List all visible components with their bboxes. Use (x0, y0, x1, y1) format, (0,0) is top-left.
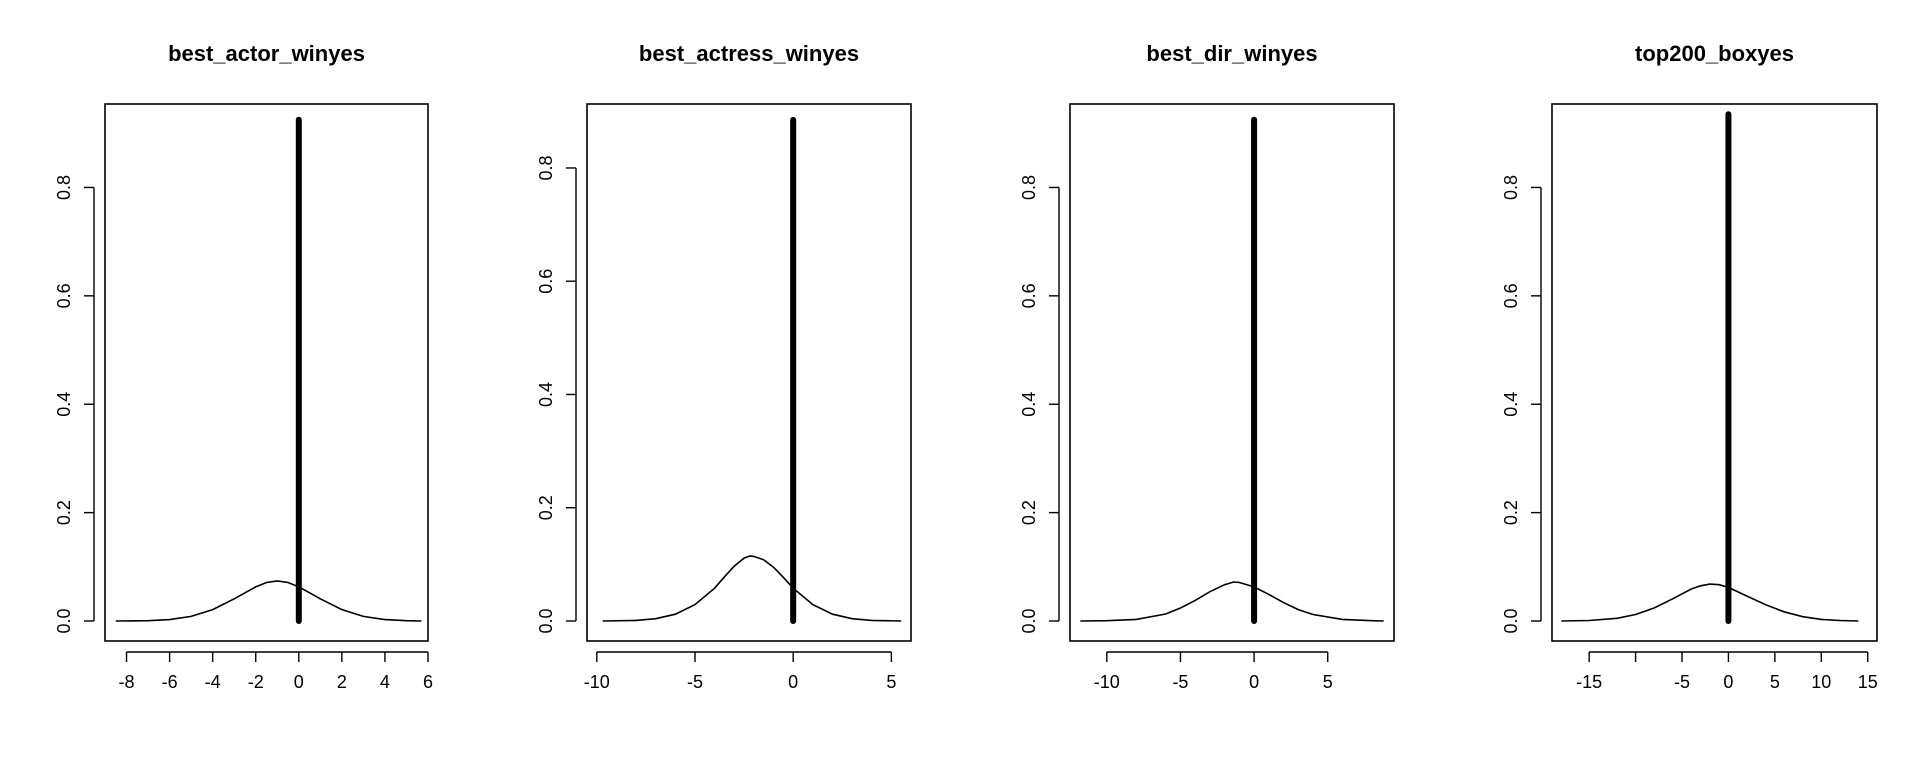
x-tick-label: 10 (1811, 672, 1831, 692)
y-tick-label: 0.4 (1019, 392, 1039, 417)
y-tick-label: 0.8 (1501, 175, 1521, 200)
x-tick-label: -8 (119, 672, 135, 692)
y-tick-label: 0.2 (536, 495, 556, 520)
y-tick-label: 0.4 (54, 392, 74, 417)
panel-title: best_actor_winyes (168, 41, 365, 66)
x-tick-label: 2 (337, 672, 347, 692)
x-tick-label: -5 (1674, 672, 1690, 692)
x-tick-label: -10 (1094, 672, 1120, 692)
y-tick-label: 0.4 (536, 382, 556, 407)
x-tick-label: -5 (687, 672, 703, 692)
plot-frame (1069, 103, 1395, 642)
panel-title: top200_boxyes (1635, 41, 1794, 66)
x-tick-label: 4 (380, 672, 390, 692)
y-tick-label: 0.8 (54, 175, 74, 200)
x-tick-label: -15 (1576, 672, 1602, 692)
y-tick-label: 0.0 (1019, 608, 1039, 633)
x-tick-label: 0 (1723, 672, 1733, 692)
x-tick-label: 5 (1770, 672, 1780, 692)
y-tick-label: 0.6 (54, 283, 74, 308)
y-tick-label: 0.2 (1019, 500, 1039, 525)
plot-frame (1551, 103, 1878, 642)
x-tick-label: 0 (788, 672, 798, 692)
x-tick-label: 15 (1858, 672, 1878, 692)
y-tick-label: 0.8 (1019, 175, 1039, 200)
prior-density-line (1080, 581, 1384, 622)
panel-title: best_actress_winyes (639, 41, 859, 66)
y-tick-label: 0.8 (536, 155, 556, 180)
y-tick-label: 0.6 (1019, 283, 1039, 308)
x-tick-label: 5 (886, 672, 896, 692)
prior-density-line (1561, 583, 1859, 622)
x-tick-label: 5 (1323, 672, 1333, 692)
y-tick-label: 0.2 (1501, 500, 1521, 525)
y-tick-label: 0.0 (54, 608, 74, 633)
y-tick-label: 0.2 (54, 500, 74, 525)
plot-frame (104, 103, 429, 642)
prior-density-line (115, 580, 422, 622)
x-tick-label: 6 (423, 672, 433, 692)
plot-frame (586, 103, 912, 642)
y-tick-label: 0.4 (1501, 392, 1521, 417)
panel-title: best_dir_winyes (1146, 41, 1317, 66)
x-tick-label: 0 (294, 672, 304, 692)
y-tick-label: 0.0 (1501, 608, 1521, 633)
prior-density-line (602, 555, 902, 622)
y-tick-label: 0.6 (536, 269, 556, 294)
x-tick-label: -4 (205, 672, 221, 692)
x-tick-label: 0 (1249, 672, 1259, 692)
x-tick-label: -2 (248, 672, 264, 692)
y-tick-label: 0.6 (1501, 283, 1521, 308)
x-tick-label: -10 (584, 672, 610, 692)
y-tick-label: 0.0 (536, 608, 556, 633)
x-tick-label: -6 (162, 672, 178, 692)
x-tick-label: -5 (1172, 672, 1188, 692)
